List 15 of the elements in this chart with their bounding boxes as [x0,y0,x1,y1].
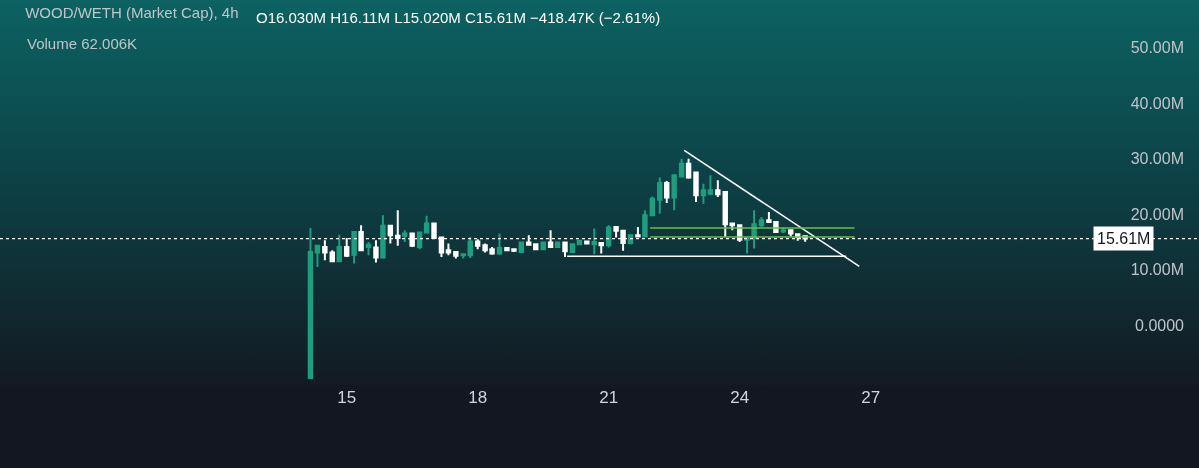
x-tick-label: 15 [337,388,357,408]
x-tick-label: 18 [468,388,488,408]
y-tick-label: 40.00M [1130,94,1184,112]
y-tick-label: 30.00M [1130,150,1184,168]
text: O16.030M H16.11M L15.020M C15.61M −418.47K (−2.61%) [256,9,661,26]
y-tick-label: 0.0000 [1135,316,1185,334]
x-tick-label: 27 [861,388,881,408]
x-tick-label: 21 [599,388,619,408]
x-tick-label: 24 [730,388,750,408]
ref-line-label: 15.61M [1097,230,1151,247]
y-tick-label: 50.00M [1130,39,1184,57]
y-tick-label: 10.00M [1130,261,1184,279]
annotation: Volume 62.006K [27,35,138,52]
y-tick-label: 20.00M [1130,205,1184,223]
chart-title: WOOD/WETH (Market Cap), 4h [25,3,239,21]
